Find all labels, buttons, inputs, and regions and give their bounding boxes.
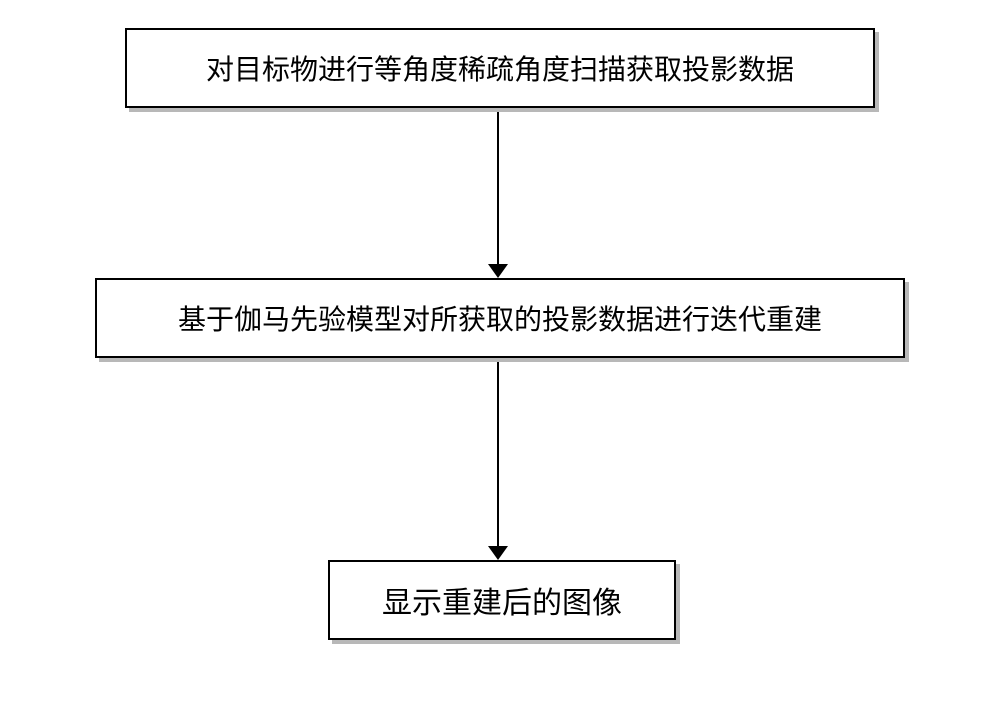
arrow1-head — [488, 264, 508, 278]
node1-box: 对目标物进行等角度稀疏角度扫描获取投影数据 — [125, 28, 875, 108]
node3-label: 显示重建后的图像 — [382, 578, 622, 622]
node2-box: 基于伽马先验模型对所获取的投影数据进行迭代重建 — [95, 278, 905, 358]
arrow1-line — [497, 112, 499, 266]
arrow2-line — [497, 362, 499, 548]
arrow2-head — [488, 546, 508, 560]
node3-box: 显示重建后的图像 — [328, 560, 676, 640]
node2-label: 基于伽马先验模型对所获取的投影数据进行迭代重建 — [178, 298, 822, 338]
node1-label: 对目标物进行等角度稀疏角度扫描获取投影数据 — [206, 48, 794, 88]
flowchart-container: 对目标物进行等角度稀疏角度扫描获取投影数据 基于伽马先验模型对所获取的投影数据进… — [0, 0, 1000, 715]
